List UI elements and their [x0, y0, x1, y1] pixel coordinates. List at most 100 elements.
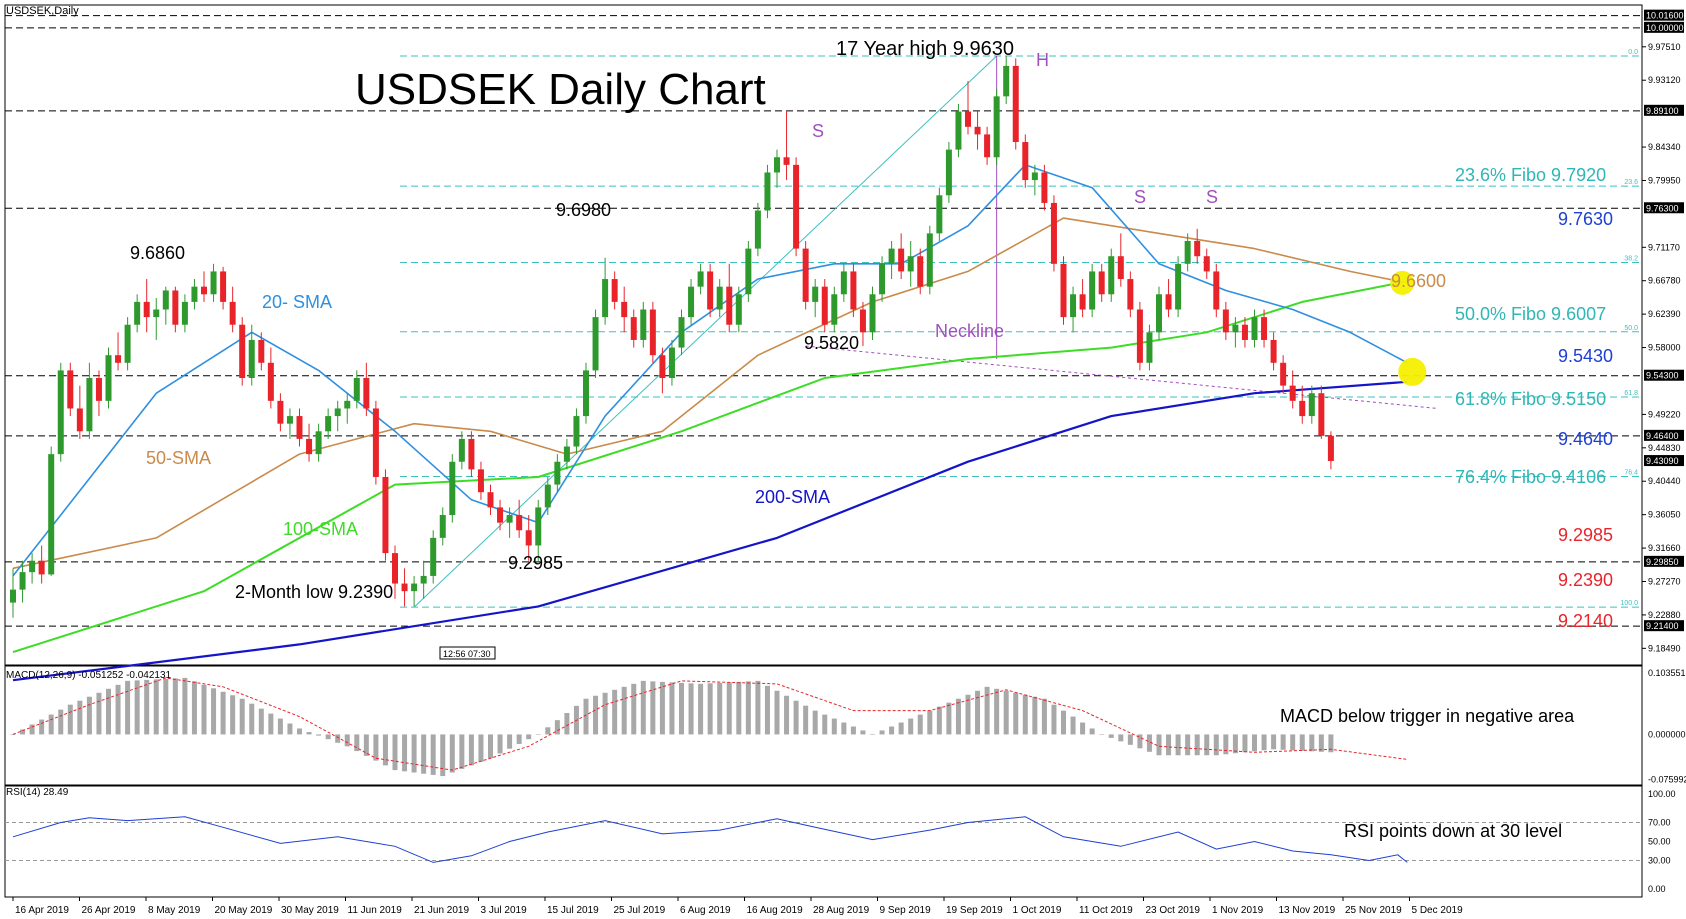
candle-body-31 [306, 438, 313, 455]
rsi-note: RSI points down at 30 level [1344, 821, 1562, 841]
y-tick-label-3: 9.79950 [1648, 175, 1681, 185]
x-tick-label-11: 16 Aug 2019 [747, 905, 804, 916]
candle-body-67 [649, 309, 656, 356]
macd-bar-8 [86, 696, 92, 735]
price-box-5 [1644, 429, 1684, 441]
macd-bar-73 [707, 683, 713, 735]
macd-bar-48 [468, 734, 474, 766]
macd-bar-55 [535, 734, 541, 735]
candle-body-44 [430, 537, 437, 576]
candle-body-106 [1022, 142, 1029, 181]
candle-body-26 [258, 339, 265, 363]
macd-bar-66 [640, 680, 646, 735]
candle-body-20 [201, 286, 207, 295]
macd-bar-115 [1108, 734, 1114, 738]
macd-bar-36 [354, 734, 360, 752]
label-level-9464: 9.4640 [1558, 429, 1613, 449]
macd-bar-89 [860, 730, 866, 735]
price-box-label-0: 10.01600 [1646, 11, 1684, 21]
label-fibo-500: 50.0% Fibo 9.6007 [1455, 304, 1606, 324]
macd-bar-122 [1175, 734, 1181, 756]
candle-body-16 [162, 290, 169, 310]
macd-bar-117 [1127, 734, 1133, 745]
candle-body-40 [392, 553, 398, 584]
candle-body-71 [688, 286, 695, 318]
candle-body-54 [525, 530, 532, 546]
panel-border-1 [4, 665, 1643, 786]
candle-body-133 [1280, 362, 1287, 386]
label-17y-high: 17 Year high 9.9630 [836, 38, 1014, 60]
macd-bar-7 [77, 700, 83, 735]
macd-bar-135 [1299, 734, 1305, 751]
macd-bar-22 [220, 691, 226, 735]
candle-body-82 [793, 164, 800, 249]
macd-bar-138 [1328, 734, 1334, 753]
macd-bar-75 [726, 682, 732, 735]
macd-bar-20 [201, 684, 207, 735]
y-tick-label-14: 9.22880 [1648, 610, 1681, 620]
candle-body-138 [1327, 435, 1334, 461]
x-tick-label-18: 1 Nov 2019 [1212, 905, 1264, 916]
candle-body-66 [640, 309, 647, 340]
macd-bar-39 [382, 734, 388, 766]
candle-body-7 [76, 408, 83, 432]
sma100-line [12, 280, 1408, 654]
macd-bar-24 [239, 698, 245, 735]
macd-bar-103 [994, 688, 1000, 735]
macd-bar-134 [1290, 734, 1296, 751]
x-tick-label-10: 6 Aug 2019 [680, 905, 731, 916]
macd-bar-58 [564, 713, 570, 735]
sma50-line [12, 217, 1408, 570]
macd-bar-100 [965, 694, 971, 735]
macd-bar-34 [335, 734, 341, 743]
candle-body-9 [95, 378, 102, 401]
macd-tick-1: 0.000000 [1648, 729, 1686, 739]
price-box-label-6: 9.43090 [1646, 456, 1679, 466]
macd-bar-28 [277, 718, 283, 735]
rsi-tick-1: 70.00 [1648, 818, 1671, 828]
macd-bar-78 [755, 680, 761, 735]
candle-body-52 [506, 515, 513, 523]
y-tick-label-0: 9.97510 [1648, 42, 1681, 52]
time-box [439, 646, 496, 660]
x-tick-label-5: 11 Jun 2019 [348, 905, 403, 916]
macd-bar-67 [650, 681, 656, 735]
fibo-tag-6: 100.0 [1620, 600, 1638, 607]
y-tick-label-13: 9.27270 [1648, 576, 1681, 586]
macd-bar-5 [58, 709, 64, 735]
candle-body-61 [592, 317, 599, 371]
label-fibo-618: 61.8% Fibo 9.5150 [1455, 389, 1606, 409]
candle-body-104 [1003, 65, 1010, 97]
candle-body-128 [1232, 324, 1239, 333]
x-tick-label-2: 8 May 2019 [148, 905, 201, 916]
macd-bar-87 [841, 722, 847, 735]
candle-body-68 [659, 355, 666, 379]
candle-body-12 [124, 324, 131, 363]
label-9686: 9.6860 [130, 243, 185, 263]
label-neckline: Neckline [935, 321, 1004, 341]
rsi-label: RSI(14) 28.49 [6, 787, 69, 798]
candle-body-129 [1241, 324, 1248, 340]
macd-bar-110 [1061, 710, 1066, 735]
candle-body-96 [926, 233, 933, 287]
fibo-tag-1: 23.6 [1624, 179, 1638, 186]
label-fibo-764: 76.4% Fibo 9.4106 [1455, 467, 1606, 487]
macd-bar-128 [1232, 734, 1238, 754]
candle-body-131 [1261, 317, 1268, 340]
label-sma20: 20- SMA [262, 292, 332, 312]
label-9698: 9.6980 [556, 200, 611, 220]
macd-bar-104 [1003, 690, 1009, 735]
macd-bar-45 [440, 734, 446, 777]
candle-body-64 [621, 301, 628, 318]
macd-bar-51 [497, 734, 503, 754]
time-box-text: 12:56 07:30 [443, 649, 491, 659]
x-tick-label-3: 20 May 2019 [215, 905, 273, 916]
candle-body-60 [583, 370, 589, 417]
candle-body-13 [134, 301, 141, 325]
candle-body-112 [1079, 294, 1086, 310]
y-tick-label-4: 9.71170 [1648, 242, 1680, 252]
macd-bar-123 [1185, 734, 1191, 756]
rsi-tick-4: 0.00 [1648, 884, 1666, 894]
price-box-6 [1644, 455, 1684, 467]
y-tick-label-15: 9.18490 [1648, 643, 1681, 653]
